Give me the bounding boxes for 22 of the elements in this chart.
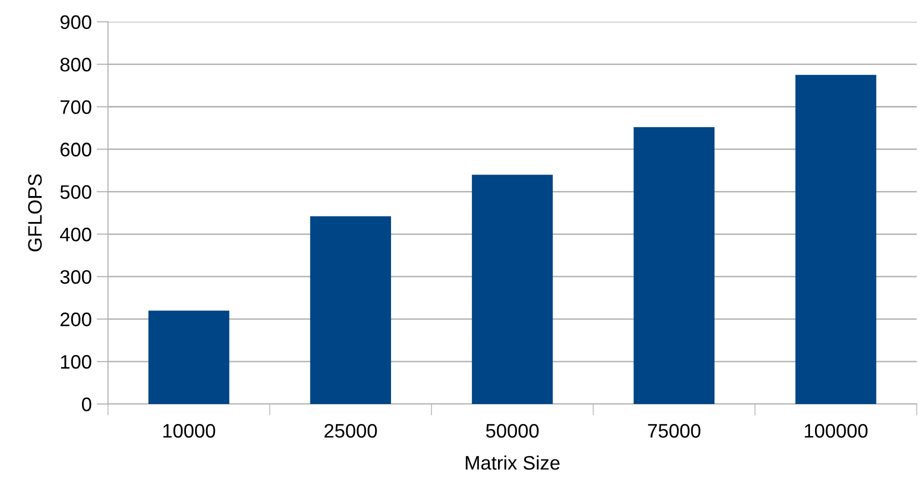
y-tick-label: 400 <box>60 228 92 242</box>
x-tick-label: 75000 <box>648 424 700 438</box>
bar <box>472 174 553 404</box>
bar <box>795 74 876 404</box>
x-tick-label: 10000 <box>163 424 216 438</box>
x-tick-label: 50000 <box>486 424 539 438</box>
y-tick-label: 900 <box>60 15 92 30</box>
bar <box>148 310 230 404</box>
bar <box>634 127 715 404</box>
y-tick-label: 300 <box>60 270 92 284</box>
y-tick-label: 700 <box>60 100 92 114</box>
y-axis-title: GFLOPS <box>28 174 42 252</box>
y-tick-label: 600 <box>60 142 92 156</box>
y-tick-label: 0 <box>82 397 92 412</box>
x-tick-label: 25000 <box>324 424 377 438</box>
y-tick-label: 500 <box>60 185 92 199</box>
y-tick-label: 800 <box>60 58 92 72</box>
y-tick-label: 200 <box>60 312 92 326</box>
bar <box>310 216 392 404</box>
y-tick-label: 100 <box>61 355 92 369</box>
x-axis-title: Matrix Size <box>466 455 560 470</box>
x-tick-label: 100000 <box>804 424 868 438</box>
